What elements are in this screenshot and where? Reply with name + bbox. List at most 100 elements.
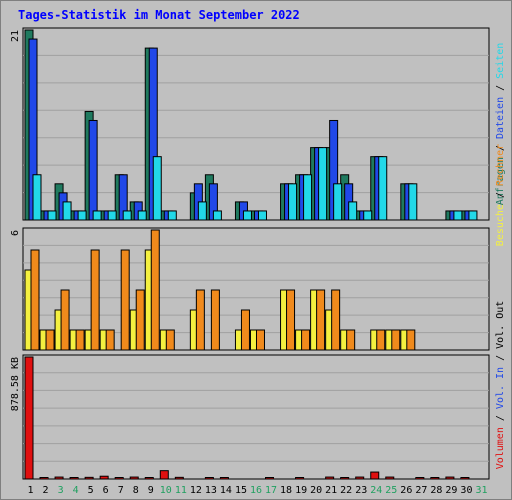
x-tick-label-day-31: 31 — [475, 485, 487, 496]
legend-item: Rechner — [495, 144, 506, 186]
legend-visits: Besuche / Rechner — [495, 144, 506, 246]
bar-seiten-day-8 — [137, 210, 147, 221]
bar-seiten-day-13 — [212, 210, 222, 221]
bar-rechner-day-6 — [105, 329, 115, 351]
x-tick-label-day-12: 12 — [190, 485, 202, 496]
bar-volumen-day-11 — [174, 476, 184, 480]
bar-volumen-day-22 — [340, 477, 350, 480]
bar-rechner-day-25 — [391, 329, 401, 351]
bar-rechner-day-24 — [376, 329, 386, 351]
bar-volumen-day-10 — [159, 470, 169, 480]
bar-seiten-day-15 — [242, 210, 252, 221]
bar-dateien-day-5 — [88, 119, 98, 221]
bar-volumen-day-23 — [355, 476, 365, 480]
x-tick-label-day-15: 15 — [235, 485, 247, 496]
bar-rechner-day-18 — [286, 289, 296, 351]
bar-rechner-day-20 — [316, 289, 326, 351]
bar-seiten-day-7 — [122, 210, 132, 221]
bar-rechner-day-19 — [301, 329, 311, 351]
bar-volumen-day-17 — [265, 477, 275, 480]
legend-item: Anfragen — [495, 157, 506, 205]
bar-rechner-day-13 — [210, 289, 220, 351]
bar-volumen-day-1 — [24, 356, 34, 480]
x-tick-label-day-27: 27 — [415, 485, 427, 496]
bar-volumen-day-27 — [415, 477, 425, 480]
bar-seiten-day-24 — [378, 156, 388, 221]
legend-hits: Anfragen / Dateien / Seiten — [495, 43, 506, 206]
x-tick-label-day-16: 16 — [250, 485, 262, 496]
bar-seiten-day-29 — [453, 210, 463, 221]
y-max-label-hits: 21 — [10, 30, 21, 42]
bar-seiten-day-22 — [348, 201, 358, 221]
legend-item: Vol. Out — [495, 301, 506, 349]
x-tick-label-day-23: 23 — [355, 485, 367, 496]
legend-item: Volumen — [495, 427, 506, 469]
x-tick-label-day-5: 5 — [88, 485, 94, 496]
legend-item: / — [495, 409, 506, 427]
x-tick-label-day-2: 2 — [43, 485, 49, 496]
bar-rechner-day-15 — [240, 309, 250, 351]
bar-volumen-day-14 — [219, 477, 229, 480]
bar-volumen-day-24 — [370, 471, 380, 480]
x-tick-label-day-22: 22 — [340, 485, 352, 496]
bar-rechner-day-9 — [150, 229, 160, 351]
bar-volumen-day-25 — [385, 476, 395, 480]
bar-volumen-day-13 — [204, 477, 214, 480]
bar-seiten-day-3 — [62, 201, 72, 221]
bar-seiten-day-1 — [32, 174, 42, 221]
x-tick-label-day-21: 21 — [325, 485, 337, 496]
bar-seiten-day-18 — [288, 183, 298, 221]
x-tick-label-day-20: 20 — [310, 485, 322, 496]
bar-rechner-day-3 — [60, 289, 70, 351]
x-tick-label-day-30: 30 — [460, 485, 472, 496]
bar-seiten-day-2 — [47, 210, 57, 221]
bar-seiten-day-4 — [77, 210, 87, 221]
bar-volumen-day-2 — [39, 477, 49, 480]
x-tick-label-day-26: 26 — [400, 485, 412, 496]
bar-volumen-day-28 — [430, 477, 440, 480]
x-tick-label-day-1: 1 — [28, 485, 34, 496]
legend-item: Besuche — [495, 204, 506, 246]
bar-seiten-day-19 — [303, 174, 313, 221]
x-tick-label-day-4: 4 — [73, 485, 79, 496]
x-tick-label-day-25: 25 — [385, 485, 397, 496]
x-tick-label-day-8: 8 — [133, 485, 139, 496]
bar-volumen-day-8 — [129, 476, 139, 480]
plot-area-volume — [22, 354, 490, 480]
bar-seiten-day-16 — [257, 210, 267, 221]
bar-volumen-day-6 — [99, 475, 109, 480]
bar-rechner-day-10 — [165, 329, 175, 351]
bar-seiten-day-12 — [197, 201, 207, 221]
bar-volumen-day-5 — [84, 476, 94, 480]
x-tick-label-day-19: 19 — [295, 485, 307, 496]
x-tick-label-day-11: 11 — [175, 485, 187, 496]
bar-rechner-day-21 — [331, 289, 341, 351]
bar-volumen-day-3 — [54, 476, 64, 480]
x-tick-label-day-18: 18 — [280, 485, 292, 496]
chart-title: Tages-Statistik im Monat September 2022 — [18, 8, 300, 22]
legend-item: Vol. In — [495, 367, 506, 409]
y-max-label-volume: 878.58 KB — [10, 357, 21, 411]
legend-item: / — [495, 186, 506, 204]
legend-item: Dateien — [495, 97, 506, 139]
bar-seiten-day-20 — [318, 147, 328, 221]
bar-seiten-day-21 — [333, 183, 343, 221]
bar-volumen-day-7 — [114, 477, 124, 480]
x-tick-label-day-10: 10 — [160, 485, 172, 496]
legend-volume: Volumen / Vol. In / Vol. Out — [495, 301, 506, 470]
bar-rechner-day-12 — [195, 289, 205, 351]
bar-seiten-day-23 — [363, 210, 373, 221]
x-tick-label-day-17: 17 — [265, 485, 277, 496]
bar-rechner-day-8 — [135, 289, 145, 351]
bar-volumen-day-21 — [325, 476, 335, 480]
bar-seiten-day-6 — [107, 210, 117, 221]
bar-rechner-day-4 — [75, 329, 85, 351]
legend-item: / — [495, 139, 506, 157]
bar-volumen-day-4 — [69, 477, 79, 480]
bar-rechner-day-2 — [45, 329, 55, 351]
y-max-label-visits: 6 — [10, 230, 21, 236]
bar-seiten-day-26 — [408, 183, 418, 221]
bar-volumen-day-29 — [445, 476, 455, 480]
bar-volumen-day-9 — [144, 477, 154, 480]
